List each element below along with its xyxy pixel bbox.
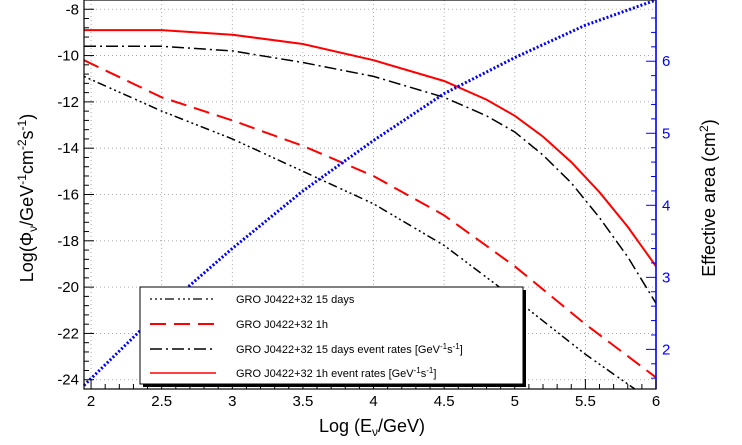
y-tick-label-0: -8 — [66, 1, 79, 18]
series-line-3 — [84, 29, 657, 267]
y-tick-label-8: -24 — [57, 372, 79, 389]
x-axis: 2 2.5 3 3.5 4 4.5 5 5.5 6 — [87, 379, 660, 410]
legend-box — [139, 286, 524, 385]
x-axis-title: Log (Eν/GeV) — [319, 416, 425, 439]
y-tick-label-6: -20 — [57, 279, 79, 296]
y2-tick-label-0: 2 — [662, 341, 670, 358]
legend-label-1h: GRO J0422+32 1h — [236, 319, 328, 331]
legend-label-15days: GRO J0422+32 15 days — [236, 294, 355, 306]
y-axis-title: Log(Φν/GeV-1cm-2s-1) — [15, 114, 40, 282]
y-tick-label-3: -14 — [57, 140, 79, 157]
y-tick-label-7: -22 — [57, 325, 79, 342]
x-tick-label-7: 5.5 — [575, 393, 596, 410]
x-tick-label-0: 2 — [87, 393, 95, 410]
x-tick-label-4: 4 — [369, 393, 377, 410]
y-axis-left: -8 -10 -12 -14 -16 -18 -20 -22 -24 — [57, 0, 94, 390]
series-line-2 — [84, 45, 657, 304]
y-axis-right: 2 3 4 5 6 — [646, 17, 670, 379]
x-tick-label-1: 2.5 — [151, 393, 172, 410]
x-tick-label-6: 5 — [511, 393, 519, 410]
x-tick-label-5: 4.5 — [434, 393, 455, 410]
legend-label-1h-rates: GRO J0422+32 1h event rates [GeV-1s-1] — [236, 366, 436, 380]
legend-label-15days-rates: GRO J0422+32 15 days event rates [GeV-1s… — [236, 342, 463, 356]
x-tick-label-3: 3.5 — [292, 393, 313, 410]
x-tick-label-8: 6 — [652, 393, 660, 410]
y2-tick-label-3: 5 — [662, 125, 670, 142]
y2-axis-title: Effective area (cm2) — [697, 119, 719, 276]
series-line-1 — [83, 59, 657, 379]
y-tick-label-5: -18 — [57, 233, 79, 250]
y2-tick-label-2: 4 — [662, 197, 670, 214]
y-tick-label-1: -10 — [57, 48, 79, 65]
y2-tick-label-1: 3 — [662, 269, 670, 286]
legend: GRO J0422+32 15 days GRO J0422+32 1h GRO… — [139, 286, 526, 387]
y-tick-label-4: -16 — [57, 187, 79, 204]
y-tick-label-2: -12 — [57, 94, 79, 111]
data-series — [82, 0, 657, 390]
y2-tick-label-4: 6 — [662, 53, 670, 70]
x-tick-label-2: 3 — [228, 393, 236, 410]
